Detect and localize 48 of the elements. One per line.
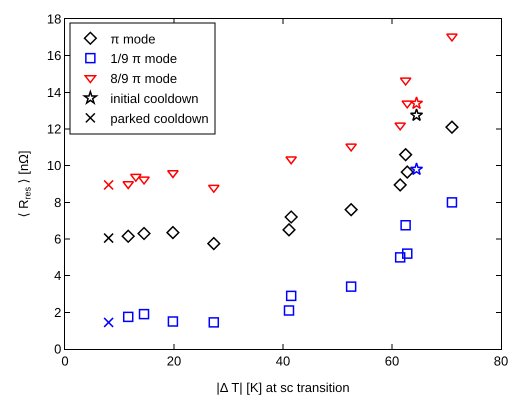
x-tick-label: 20	[166, 354, 182, 369]
y-tick-label: 0	[54, 342, 62, 357]
y-tick-label: 16	[46, 48, 62, 64]
point	[446, 197, 458, 208]
point	[402, 248, 413, 259]
x-tick-label: 80	[494, 354, 508, 369]
point	[286, 290, 296, 302]
point	[282, 223, 296, 236]
point	[122, 230, 135, 243]
point	[138, 176, 150, 185]
point	[400, 220, 411, 230]
point	[344, 203, 358, 216]
legend-label: π mode	[110, 31, 156, 46]
y-tick-label: 12	[46, 122, 62, 137]
point	[138, 308, 150, 320]
y-tick-label: 14	[46, 84, 62, 100]
point	[345, 143, 358, 152]
y-tick-label: 4	[54, 268, 62, 284]
y-tick-label: 18	[46, 12, 62, 27]
point	[284, 210, 298, 224]
point	[400, 165, 414, 179]
x-axis-title: |Δ T| [K] at sc transition	[216, 380, 350, 396]
legend-label: initial cooldown	[110, 91, 199, 106]
point	[137, 226, 151, 240]
point	[401, 100, 414, 109]
point	[394, 122, 406, 131]
point	[122, 312, 134, 322]
point	[346, 281, 356, 292]
point	[394, 178, 407, 192]
point	[400, 77, 412, 86]
point	[445, 120, 459, 134]
legend-label: parked cooldown	[110, 110, 209, 126]
point	[446, 33, 458, 42]
y-tick-label: 10	[46, 158, 62, 174]
point	[207, 236, 220, 250]
point	[168, 316, 178, 327]
point	[394, 252, 406, 263]
x-tick-label: 40	[276, 354, 290, 369]
y-tick-label: 8	[54, 194, 62, 210]
y-tick-label: 6	[54, 232, 62, 247]
x-tick-label: 60	[384, 354, 400, 369]
y-tick-label: 2	[54, 304, 62, 320]
point	[284, 305, 294, 316]
legend-label: 8/9 π mode	[110, 71, 178, 86]
legend-label: 1/9 π mode	[110, 51, 178, 66]
point	[166, 226, 180, 240]
point	[399, 148, 412, 162]
point	[208, 317, 220, 328]
